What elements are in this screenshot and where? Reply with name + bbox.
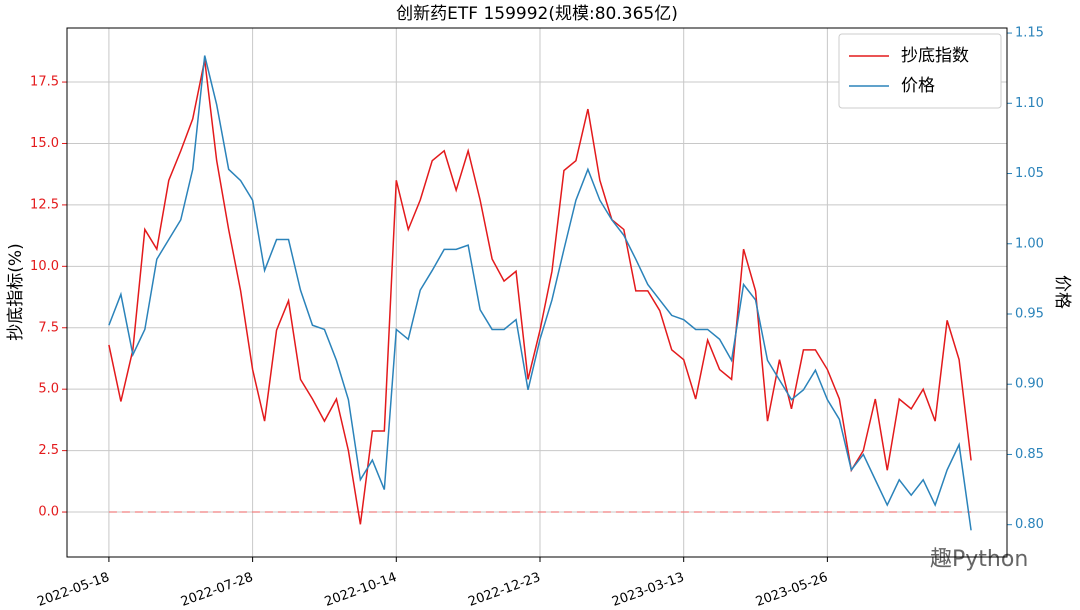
y2-tick-label: 0.85 [1015, 447, 1044, 462]
line-series [108, 59, 972, 525]
y2-tick-label: 0.95 [1015, 306, 1044, 321]
legend-box [838, 33, 1002, 109]
x-tick-label: 2023-05-26 [754, 570, 830, 610]
y-axis-label: 抄底指标(%) [6, 243, 26, 340]
y2-tick-label: 1.10 [1015, 96, 1044, 111]
y-tick-label: 15.0 [30, 136, 59, 151]
x-tick-label: 2022-12-23 [466, 570, 542, 610]
y-tick-label: 10.0 [30, 259, 59, 274]
y-tick-label: 2.5 [38, 443, 59, 458]
y-tick-label: 5.0 [38, 382, 59, 397]
y2-tick-label: 1.15 [1015, 26, 1044, 41]
plot-frame [66, 27, 1008, 558]
chart-title: 创新药ETF 159992(规模:80.365亿) [396, 4, 678, 24]
y-tick-label: 12.5 [30, 197, 59, 212]
watermark: 趣Python [930, 547, 1028, 572]
legend-label: 价格 [901, 76, 935, 96]
x-tick-label: 2022-10-14 [323, 570, 399, 610]
y2-tick-label: 1.00 [1015, 236, 1044, 251]
y2-tick-label: 0.80 [1015, 517, 1044, 532]
y-tick-label: 17.5 [30, 75, 59, 90]
x-tick-label: 2023-03-13 [610, 570, 686, 610]
x-tick-label: 2022-07-28 [179, 570, 255, 610]
y2-tick-label: 0.90 [1015, 377, 1044, 392]
x-tick-label: 2022-05-18 [35, 570, 111, 610]
line-series [108, 55, 972, 531]
y2-tick-label: 1.05 [1015, 166, 1044, 181]
y2-axis-label: 价格 [1052, 275, 1072, 309]
y-tick-label: 7.5 [38, 320, 59, 335]
y-tick-label: 0.0 [38, 505, 59, 520]
legend-label: 抄底指数 [901, 46, 969, 66]
